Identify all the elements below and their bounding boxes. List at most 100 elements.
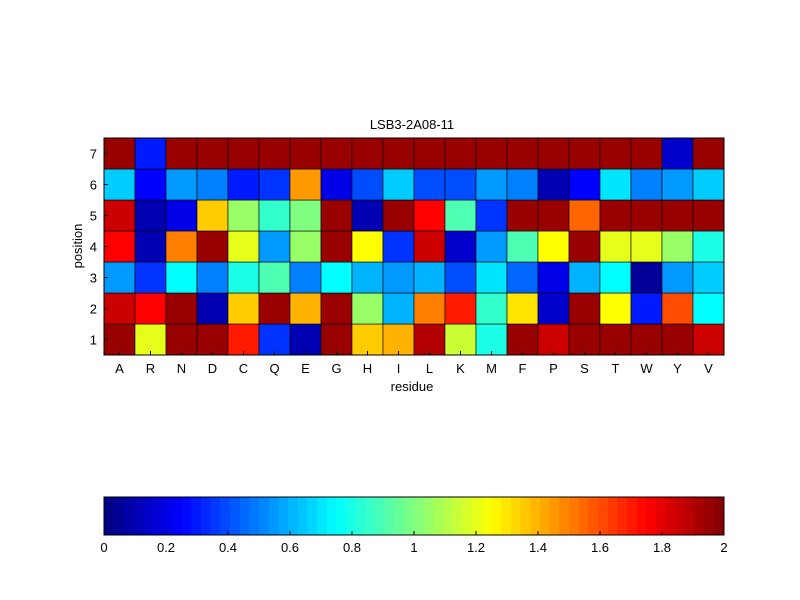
- colorbar-swatch: [656, 497, 667, 535]
- heatmap-cell: [661, 137, 694, 170]
- heatmap-cell: [475, 323, 508, 356]
- heatmap-cell: [289, 199, 322, 232]
- colorbar-swatch: [598, 497, 609, 535]
- colorbar-swatch: [617, 497, 628, 535]
- x-tick-label: V: [704, 361, 713, 376]
- heatmap-cell: [165, 230, 198, 263]
- heatmap-cell: [475, 199, 508, 232]
- x-tick-label: F: [519, 361, 527, 376]
- colorbar-swatch: [394, 497, 405, 535]
- heatmap-cell: [661, 199, 694, 232]
- heatmap-cell: [537, 137, 570, 170]
- heatmap-cell: [413, 292, 446, 325]
- heatmap-cell: [351, 199, 384, 232]
- heatmap-cell: [506, 323, 539, 356]
- heatmap-cell: [258, 323, 291, 356]
- heatmap-cell: [289, 323, 322, 356]
- colorbar-ticks: 0 0.2 0.4 0.6 0.8 1 1.2 1.4 1.6 1.8 2: [100, 531, 728, 555]
- x-tick-label: R: [146, 361, 155, 376]
- heatmap-cell: [537, 168, 570, 201]
- y-axis-label: position: [70, 224, 85, 269]
- heatmap-cell: [506, 261, 539, 294]
- colorbar-swatch: [113, 497, 124, 535]
- x-tick-label: P: [549, 361, 558, 376]
- y-tick-label: 1: [90, 333, 97, 348]
- colorbar-swatch: [142, 497, 153, 535]
- heatmap-cell: [692, 261, 725, 294]
- heatmap-cell: [258, 137, 291, 170]
- heatmap-cell: [630, 261, 663, 294]
- x-tick-label: G: [331, 361, 341, 376]
- heatmap-cell: [351, 137, 384, 170]
- heatmap-cell: [196, 261, 229, 294]
- colorbar-swatch: [346, 497, 357, 535]
- colorbar-swatch: [694, 497, 706, 535]
- heatmap-cell: [165, 168, 198, 201]
- heatmap-cell: [134, 230, 167, 263]
- heatmap-cell: [320, 168, 353, 201]
- heatmap-cell: [320, 230, 353, 263]
- heatmap-cell: [103, 137, 136, 170]
- heatmap-cell: [444, 137, 477, 170]
- heatmap-cell: [661, 261, 694, 294]
- heatmap-cell: [103, 168, 136, 201]
- colorbar-tick-label: 1.8: [653, 540, 671, 555]
- colorbar-swatch: [627, 497, 638, 535]
- x-tick-label: L: [426, 361, 433, 376]
- x-tick-label: E: [301, 361, 310, 376]
- colorbar-tick-label: 0.4: [219, 540, 237, 555]
- colorbar-swatch: [520, 497, 531, 535]
- y-tick-label: 5: [90, 209, 97, 224]
- heatmap-cell: [351, 323, 384, 356]
- heatmap-cell: [165, 261, 198, 294]
- heatmap-cell: [661, 230, 694, 263]
- heatmap-cells: [103, 137, 725, 356]
- heatmap-cell: [506, 137, 539, 170]
- heatmap-cell: [444, 292, 477, 325]
- colorbar-swatch: [559, 497, 570, 535]
- heatmap-cell: [134, 168, 167, 201]
- y-tick-label: 2: [90, 302, 97, 317]
- x-tick-label: D: [208, 361, 217, 376]
- colorbar-swatch: [423, 497, 434, 535]
- heatmap-cell: [413, 323, 446, 356]
- heatmap-cell: [506, 292, 539, 325]
- heatmap-cell: [475, 292, 508, 325]
- heatmap-cell: [444, 199, 477, 232]
- x-tick-label: N: [177, 361, 186, 376]
- colorbar-swatch: [239, 497, 250, 535]
- heatmap-cell: [196, 323, 229, 356]
- heatmap-cell: [258, 199, 291, 232]
- heatmap-cell: [227, 230, 260, 263]
- heatmap-cell: [475, 261, 508, 294]
- colorbar-swatch: [336, 497, 347, 535]
- colorbar-swatch: [268, 497, 279, 535]
- colorbar-swatch: [384, 497, 396, 535]
- heatmap-cell: [320, 137, 353, 170]
- heatmap-cell: [103, 230, 136, 263]
- colorbar-swatch: [414, 497, 425, 535]
- heatmap-cell: [289, 261, 322, 294]
- x-tick-label: W: [640, 361, 653, 376]
- heatmap-cell: [196, 230, 229, 263]
- heatmap-cell: [382, 199, 415, 232]
- colorbar-swatch: [220, 497, 231, 535]
- colorbar-swatch: [636, 497, 647, 535]
- heatmap-cell: [227, 199, 260, 232]
- heatmap-cell: [351, 261, 384, 294]
- heatmap-cell: [165, 199, 198, 232]
- heatmap-cell: [103, 323, 136, 356]
- colorbar-swatch: [365, 497, 376, 535]
- colorbar-swatch: [278, 497, 289, 535]
- heatmap-cell: [382, 168, 415, 201]
- heatmap-cell: [599, 168, 632, 201]
- heatmap-cell: [475, 137, 508, 170]
- heatmap-cell: [196, 292, 229, 325]
- heatmap-cell: [382, 261, 415, 294]
- heatmap-cell: [568, 199, 601, 232]
- colorbar-swatch: [452, 497, 463, 535]
- heatmap-cell: [165, 323, 198, 356]
- colorbar-swatch: [200, 497, 211, 535]
- y-tick-label: 6: [90, 178, 97, 193]
